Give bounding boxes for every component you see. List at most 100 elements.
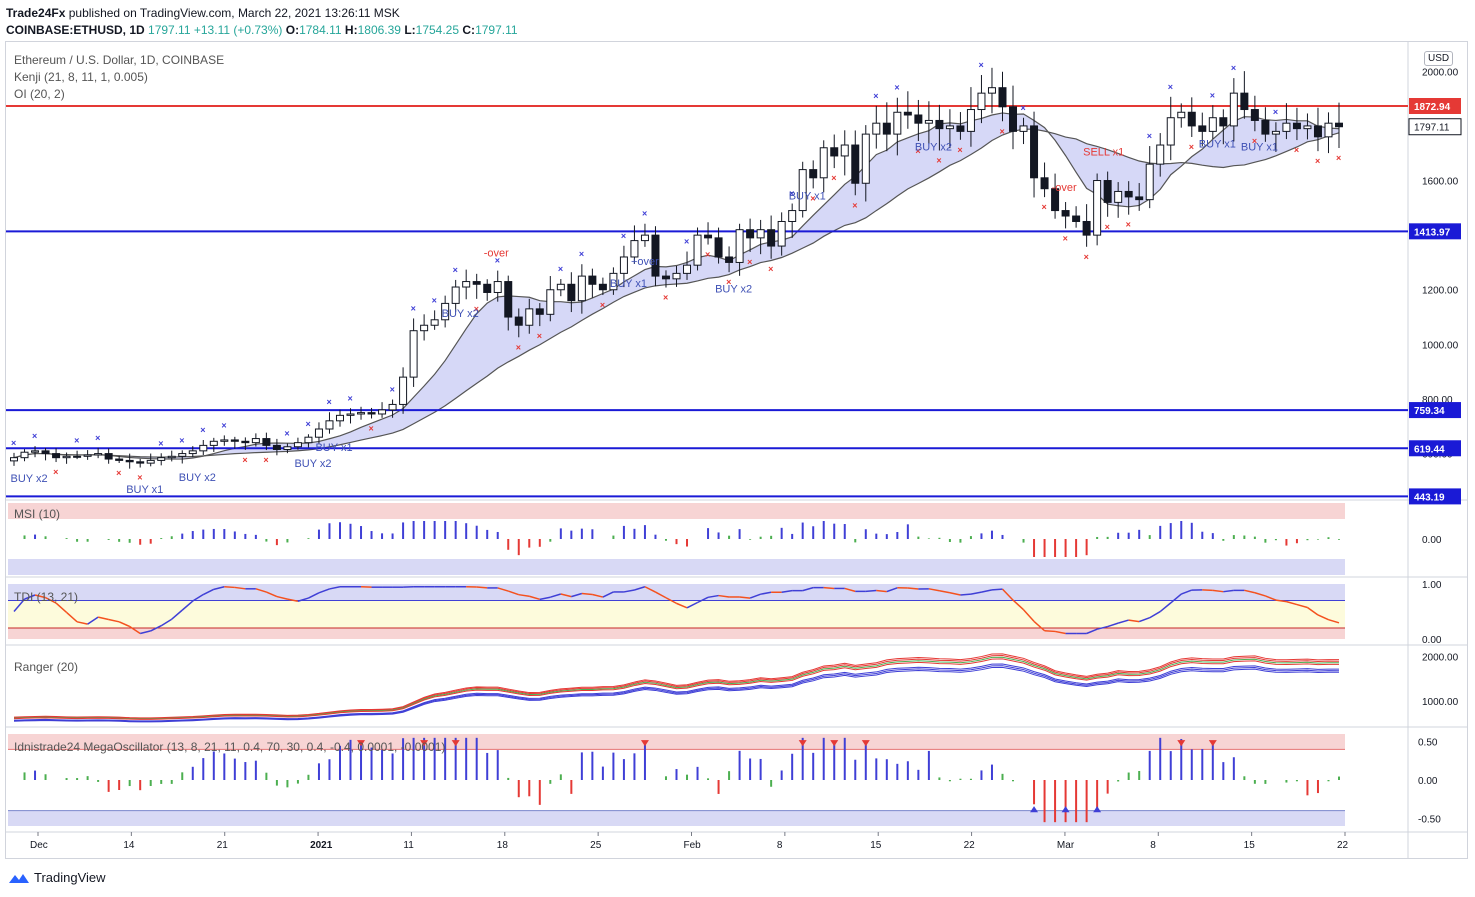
last-price-tag: 1797.11 (1408, 118, 1462, 136)
currency-badge[interactable]: USD (1424, 51, 1454, 66)
signal-cross-marker: × (495, 256, 500, 266)
signal-label: BUY x2 (294, 458, 331, 470)
tdi-line-segment (571, 592, 583, 598)
candle-body (62, 455, 71, 459)
signal-cross-marker: × (1252, 136, 1257, 146)
tdi-line-segment (160, 618, 173, 627)
tdi-mid-zone (8, 600, 1345, 628)
candle-body (388, 403, 397, 411)
candle-body (94, 453, 103, 456)
candle-body (146, 459, 155, 464)
signal-cross-marker: × (726, 277, 731, 287)
candle-body (104, 453, 113, 460)
candle-body (378, 409, 387, 415)
publisher-name[interactable]: Trade24Fx (6, 6, 66, 20)
tdi-line-segment (1117, 619, 1129, 624)
x-axis-label: 11 (403, 840, 414, 851)
candle-body (293, 442, 302, 448)
signal-cross-marker: × (831, 173, 836, 183)
candle-body (1019, 125, 1028, 132)
tdi-line-segment (1286, 600, 1298, 606)
tdi-line-segment (981, 589, 993, 593)
ranger-line (13, 663, 1340, 722)
signal-cross-marker: × (663, 293, 668, 303)
signal-cross-marker: × (999, 126, 1004, 136)
signal-cross-marker: × (200, 425, 205, 435)
candle-body (367, 412, 376, 415)
change-text: +13.11 (+0.73%) (193, 23, 283, 37)
signal-cross-marker: × (1294, 145, 1299, 155)
tdi-line-segment (1317, 614, 1329, 621)
candle-body (977, 92, 986, 111)
candle-body (609, 272, 618, 291)
last-price-tag-label: 1797.11 (1414, 123, 1450, 134)
candle-body (483, 283, 492, 293)
candle-body (10, 457, 18, 462)
signal-cross-marker: × (537, 331, 542, 341)
tdi-line-segment (66, 611, 78, 623)
msi-pane-title: MSI (10) (14, 507, 61, 521)
open-value: 1784.11 (299, 23, 342, 37)
tdi-line-segment (192, 593, 204, 602)
tdi-line-segment (739, 596, 751, 599)
tdi-line-segment (1107, 622, 1119, 628)
signal-label: BUY x1 (126, 484, 163, 496)
x-axis-label: 2021 (310, 840, 333, 851)
candle-body (1103, 180, 1112, 203)
mega-buy-triangle (1093, 806, 1102, 813)
tdi-line-segment (1244, 589, 1256, 594)
candle-body (346, 413, 355, 416)
signal-cross-marker: × (95, 433, 100, 443)
candle-body (546, 289, 555, 315)
candle-body (893, 111, 902, 135)
signal-cross-marker: × (221, 420, 226, 430)
tradingview-logo[interactable]: TradingView (8, 870, 106, 885)
tdi-line-segment (97, 616, 109, 621)
candle-body (472, 281, 481, 285)
candle-body (441, 302, 450, 321)
tdi-line-segment (876, 589, 887, 593)
signal-label: -over (1052, 182, 1077, 194)
candle-body (535, 308, 544, 315)
tdi-line-segment (1170, 593, 1182, 604)
signal-cross-marker: × (1273, 107, 1278, 117)
signal-cross-marker: × (53, 467, 58, 477)
signal-label: BUY x2 (442, 308, 479, 320)
tdi-line-segment (497, 587, 509, 592)
mega-sell-triangle (1177, 740, 1186, 747)
ranger-line (13, 658, 1340, 720)
signal-cross-marker: × (516, 342, 521, 352)
candle-body (83, 454, 92, 457)
candle-body (125, 459, 134, 463)
x-axis-label: 8 (777, 840, 783, 851)
candle-body (861, 133, 870, 184)
price-tick-label: 2000.00 (1422, 67, 1459, 78)
tdi-line-segment (1223, 589, 1234, 593)
candle-body (1030, 125, 1039, 179)
candle-body (1135, 196, 1144, 201)
signal-cross-marker: × (789, 189, 794, 199)
publish-line: Trade24Fx published on TradingView.com, … (6, 6, 400, 20)
signal-cross-marker: × (242, 455, 247, 465)
tdi-line-segment (76, 621, 88, 625)
signal-label: BUY x1 (789, 191, 826, 203)
level-price-tag: 759.34 (1409, 402, 1461, 419)
candle-body (1156, 144, 1165, 165)
candle-body (451, 286, 460, 304)
x-axis-label: 8 (1150, 840, 1156, 851)
level-tag-bg (1409, 223, 1461, 240)
signal-cross-marker: × (810, 193, 815, 203)
x-axis-label: 15 (870, 840, 882, 851)
tdi-line-segment (24, 594, 36, 600)
tdi-line-segment (907, 587, 919, 590)
main-pane-title: Ethereum / U.S. Dollar, 1D, COINBASE (14, 53, 225, 67)
chart-frame[interactable] (5, 41, 1468, 859)
candle-body (241, 440, 250, 444)
candle-body (1061, 210, 1070, 217)
tdi-line-segment (1033, 620, 1046, 632)
last-price-tag-bg (1408, 118, 1462, 136)
tdi-pane-title: TDI (13, 21) (14, 590, 79, 604)
tdi-line-segment (865, 589, 877, 593)
level-tag-bg (1409, 97, 1461, 114)
